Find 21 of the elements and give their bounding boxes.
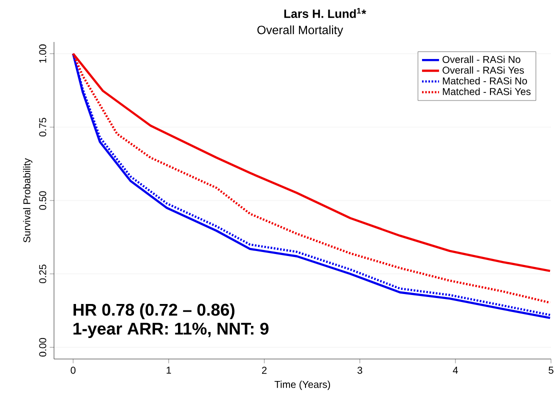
- annotation: 1-year ARR: 11%, NNT: 9: [73, 322, 268, 338]
- x-tick-label: 1: [166, 366, 171, 374]
- legend-label: Overall - RASi No: [442, 56, 520, 64]
- legend-label: Overall - RASi Yes: [442, 66, 524, 74]
- y-tick-label: 0.00: [39, 338, 46, 357]
- x-tick-label: 4: [452, 366, 458, 374]
- annotation: HR 0.78 (0.72 – 0.86): [74, 303, 234, 320]
- y-tick-label: 0.75: [39, 118, 46, 136]
- y-tick-label: 0.50: [39, 191, 46, 210]
- legend-label: Matched - RASi Yes: [442, 88, 531, 96]
- x-tick-label: 3: [357, 366, 362, 374]
- x-tick-label: 5: [548, 366, 554, 374]
- chart-title: Overall Mortality: [257, 25, 344, 37]
- y-tick-label: 1.00: [39, 44, 46, 63]
- y-axis-title: Survival Probability: [23, 158, 32, 242]
- x-axis-title: Time (Years): [274, 380, 330, 390]
- legend-label: Matched - RASi No: [442, 77, 527, 84]
- x-tick-label: 0: [70, 366, 76, 374]
- x-tick-label: 2: [262, 366, 267, 374]
- y-tick-label: 0.25: [39, 264, 46, 284]
- text: Lars H. Lund$^{1}$*: [284, 8, 366, 18]
